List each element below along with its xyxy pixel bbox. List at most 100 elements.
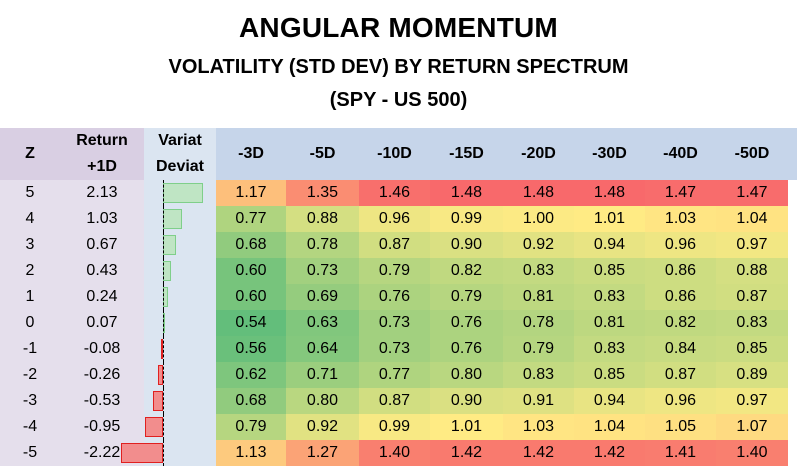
heatmap-cell: 1.05	[645, 414, 716, 440]
variat-header-line1: Variat	[158, 132, 202, 149]
return-axis-line	[163, 284, 164, 310]
heatmap-cell: 0.79	[216, 414, 286, 440]
heatmap-cell: 0.79	[430, 284, 503, 310]
heatmap-cell: 0.94	[574, 232, 645, 258]
heatmap-cell: 0.87	[359, 388, 430, 414]
heatmap-cell: 0.87	[645, 362, 716, 388]
row-edge	[788, 258, 797, 284]
heatmap-cell: 1.48	[503, 180, 574, 206]
heatmap-cell: 0.63	[286, 310, 359, 336]
header-edge	[788, 128, 797, 180]
return-cell: 0.24	[60, 284, 168, 310]
table-row: -4 -0.95 0.79 0.92 0.99 1.01 1.03 1.04 1.05 1.07	[0, 414, 797, 440]
table-row: -1 -0.08 0.56 0.64 0.73 0.76 0.79 0.83 0.84 0.85	[0, 336, 797, 362]
heatmap-cell: 0.96	[359, 206, 430, 232]
heatmap-cell: 0.94	[574, 388, 645, 414]
heatmap-cell: 0.97	[716, 232, 788, 258]
heatmap-cell: 0.83	[574, 284, 645, 310]
heatmap-cell: 0.84	[645, 336, 716, 362]
z-score-cell: 1	[0, 284, 60, 310]
heatmap-cell: 0.73	[359, 310, 430, 336]
heatmap-cell: 0.77	[216, 206, 286, 232]
heatmap-cell: 1.42	[430, 440, 503, 466]
heatmap-cell: 0.87	[359, 232, 430, 258]
heatmap-cell: 1.04	[574, 414, 645, 440]
period-header: -30D	[574, 128, 645, 180]
chart-subtitle: VOLATILITY (STD DEV) BY RETURN SPECTRUM	[168, 56, 629, 78]
z-score-cell: 5	[0, 180, 60, 206]
table-row: 4 1.03 0.77 0.88 0.96 0.99 1.00 1.01 1.03 1.04	[0, 206, 797, 232]
heatmap-cell: 0.60	[216, 284, 286, 310]
variat-cell	[144, 336, 216, 362]
volatility-heatmap-table: Z Return +1D Variat Deviat -3D -5D -10D …	[0, 128, 797, 466]
z-score-cell: 0	[0, 310, 60, 336]
return-cell: -0.53	[60, 388, 164, 414]
heatmap-cell: 1.00	[503, 206, 574, 232]
heatmap-cell: 0.81	[503, 284, 574, 310]
heatmap-cell: 0.83	[716, 310, 788, 336]
return-axis-line	[163, 440, 164, 466]
heatmap-cell: 1.07	[716, 414, 788, 440]
heatmap-cell: 0.82	[430, 258, 503, 284]
heatmap-cell: 0.78	[503, 310, 574, 336]
row-edge	[788, 336, 797, 362]
table-row: 3 0.67 0.68 0.78 0.87 0.90 0.92 0.94 0.96 0.97	[0, 232, 797, 258]
return-bar-negative	[153, 391, 163, 411]
heatmap-cell: 0.76	[430, 336, 503, 362]
return-bar-negative	[145, 417, 163, 437]
heatmap-cell: 1.27	[286, 440, 359, 466]
chart-subtitle-ticker: (SPY - US 500)	[329, 89, 468, 111]
z-score-cell: 2	[0, 258, 60, 284]
z-score-cell: 4	[0, 206, 60, 232]
return-axis-line	[163, 258, 164, 284]
heatmap-cell: 0.92	[503, 232, 574, 258]
heatmap-cell: 0.76	[430, 310, 503, 336]
heatmap-cell: 1.01	[430, 414, 503, 440]
heatmap-cell: 0.81	[574, 310, 645, 336]
heatmap-cell: 0.82	[645, 310, 716, 336]
period-header: -10D	[359, 128, 430, 180]
heatmap-cell: 0.88	[286, 206, 359, 232]
heatmap-cell: 0.77	[359, 362, 430, 388]
return-axis-line	[163, 232, 164, 258]
heatmap-cell: 0.90	[430, 388, 503, 414]
z-score-cell: 3	[0, 232, 60, 258]
heatmap-cell: 1.48	[574, 180, 645, 206]
return-header-line1: Return	[76, 132, 128, 149]
return-bar-negative	[121, 443, 163, 463]
heatmap-cell: 0.90	[430, 232, 503, 258]
chart-title: ANGULAR MOMENTUM	[239, 12, 558, 43]
heatmap-cell: 1.47	[716, 180, 788, 206]
return-value: -0.08	[83, 340, 121, 357]
return-value: -0.53	[83, 392, 121, 409]
z-score-cell: -4	[0, 414, 60, 440]
heatmap-cell: 0.60	[216, 258, 286, 284]
table-row: 5 2.13 1.17 1.35 1.46 1.48 1.48 1.48 1.47 1.47	[0, 180, 797, 206]
heatmap-cell: 0.73	[359, 336, 430, 362]
return-cell: -0.26	[60, 362, 164, 388]
heatmap-cell: 0.83	[503, 362, 574, 388]
heatmap-cell: 1.42	[574, 440, 645, 466]
return-axis-line	[163, 310, 164, 336]
row-edge	[788, 180, 797, 206]
return-header: Return +1D	[60, 128, 144, 180]
return-axis-line	[163, 336, 164, 362]
heatmap-cell: 1.03	[645, 206, 716, 232]
return-cell: 2.13	[60, 180, 203, 206]
return-cell: 1.03	[60, 206, 182, 232]
row-edge	[788, 206, 797, 232]
heatmap-cell: 0.85	[574, 258, 645, 284]
heatmap-cell: 0.99	[430, 206, 503, 232]
return-bar-positive	[163, 235, 176, 255]
heatmap-cell: 0.87	[716, 284, 788, 310]
period-header: -3D	[216, 128, 286, 180]
return-value: -0.26	[83, 366, 121, 383]
heatmap-cell: 1.17	[216, 180, 286, 206]
heatmap-cell: 1.46	[359, 180, 430, 206]
return-cell: -0.95	[60, 414, 164, 440]
heatmap-cell: 0.85	[574, 362, 645, 388]
heatmap-cell: 0.96	[645, 232, 716, 258]
period-header: -50D	[716, 128, 788, 180]
return-bar-positive	[163, 209, 182, 229]
period-header: -20D	[503, 128, 574, 180]
